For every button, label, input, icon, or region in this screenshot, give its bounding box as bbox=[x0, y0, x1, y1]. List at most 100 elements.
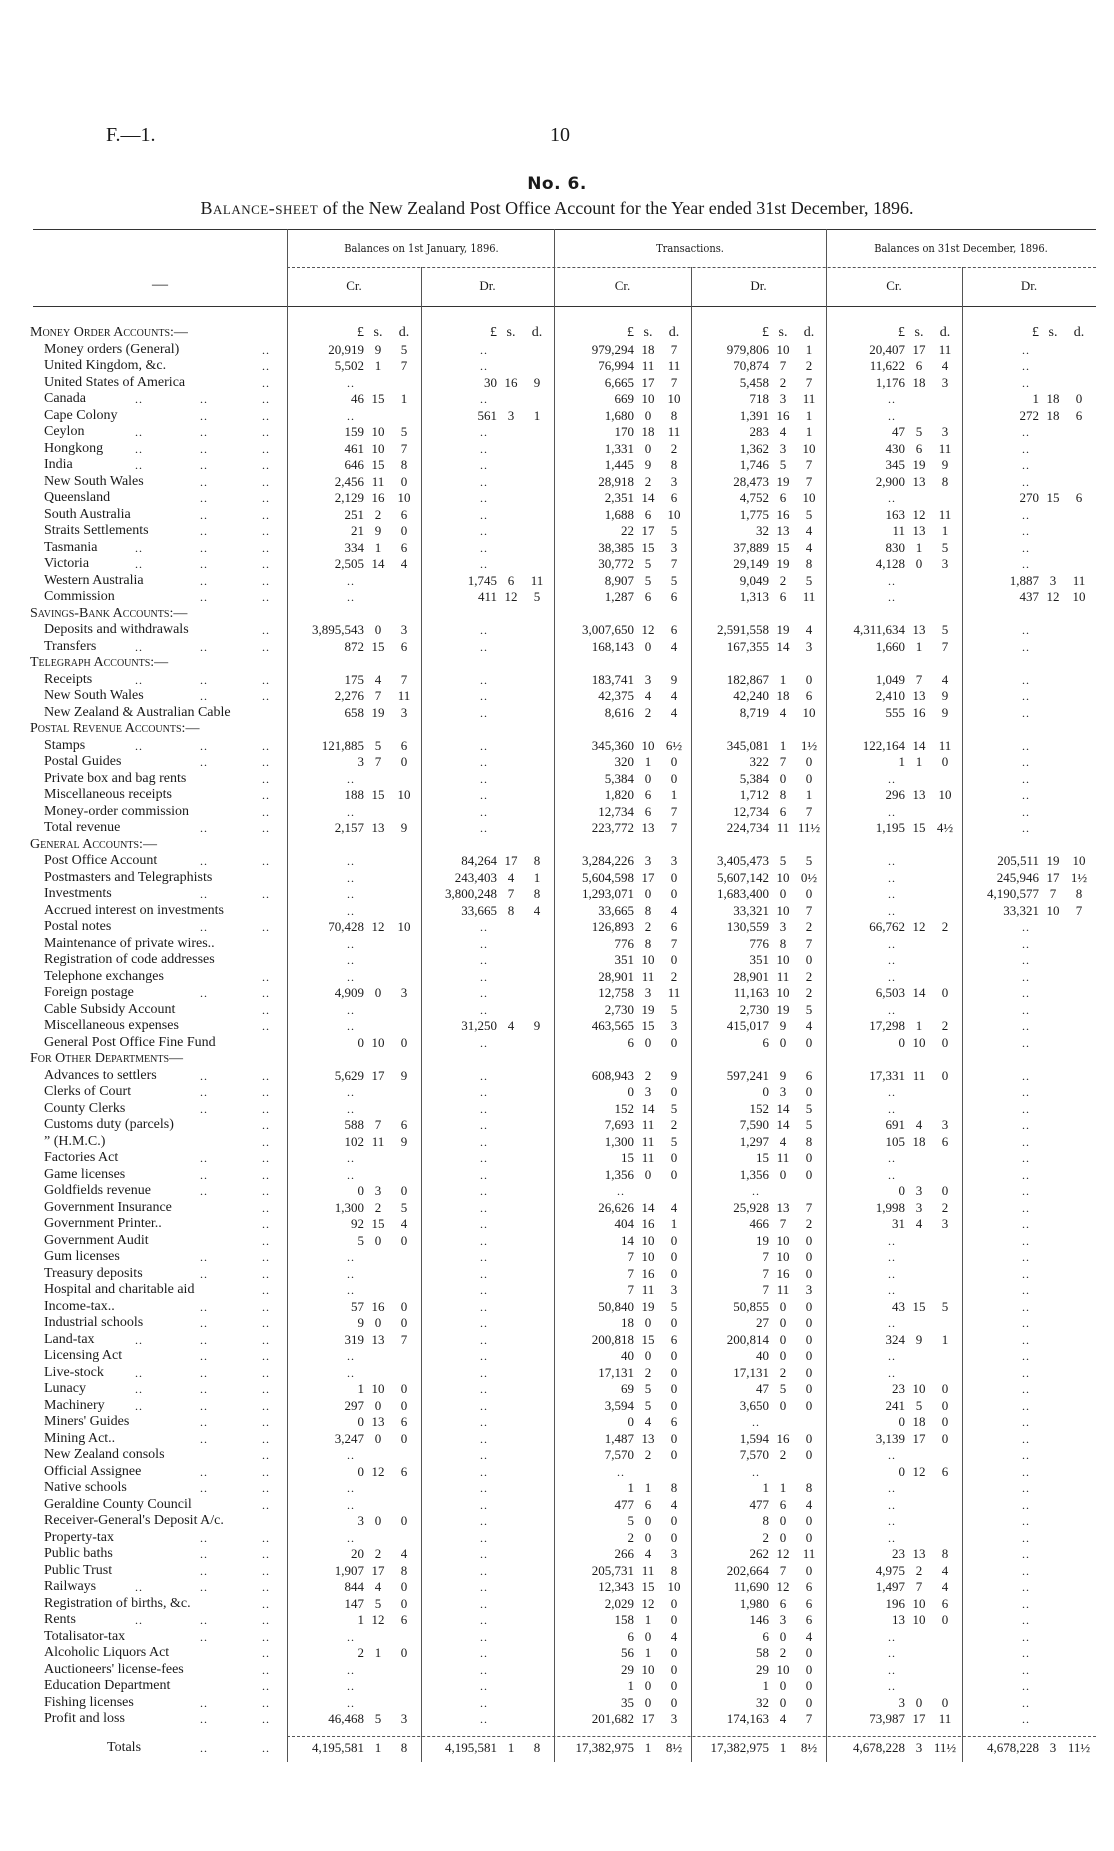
leader-dots: .. bbox=[200, 1563, 208, 1578]
amount-cell: .. bbox=[421, 490, 554, 507]
pounds: 4,195,581 bbox=[445, 1739, 497, 1755]
shillings: 10 bbox=[641, 1232, 655, 1248]
table-row: Ceylon...... 159 10 5.. 170 18 11 283 4 1 47 5 3.. bbox=[0, 424, 1114, 441]
row-label: Goldfields revenue bbox=[44, 1183, 151, 1198]
leader-dots: .. bbox=[262, 392, 270, 406]
shillings: 14 bbox=[776, 638, 790, 654]
pence: 2 bbox=[805, 985, 813, 1000]
pounds: 272 bbox=[1019, 407, 1040, 423]
amount-cell: .. bbox=[421, 919, 554, 936]
pence: 3 bbox=[941, 556, 949, 571]
shillings: 11 bbox=[776, 1150, 790, 1165]
section-header-row: Postal Revenue Accounts:— bbox=[0, 721, 1114, 738]
row-label: Telephone exchanges bbox=[44, 968, 164, 984]
nil-dots: .. bbox=[480, 359, 488, 373]
pence: 2 bbox=[941, 1199, 949, 1215]
amount-cell: .. bbox=[421, 804, 554, 821]
table-row: India...... 646 15 8.. 1,445 9 8 1,746 5 7 345 19 9.… bbox=[0, 457, 1114, 474]
pence: 5 bbox=[670, 1100, 678, 1116]
pence: 10 bbox=[667, 1579, 681, 1594]
row-label: Miscellaneous receipts bbox=[44, 787, 172, 802]
amount-cell: 223,772 13 7 bbox=[554, 820, 691, 837]
shillings: 5 bbox=[915, 1397, 923, 1413]
section-label: Postal Revenue Accounts:— bbox=[30, 721, 200, 736]
shillings: 11 bbox=[371, 1133, 385, 1149]
amount-cell: .. bbox=[421, 738, 554, 755]
amount-cell: 102 11 9 bbox=[287, 1134, 421, 1151]
leader-dots: .. bbox=[135, 441, 143, 456]
amount-cell: .. bbox=[962, 1596, 1096, 1613]
pounds: 15 bbox=[621, 1150, 634, 1165]
column-rule bbox=[287, 229, 288, 1762]
pence: 0 bbox=[805, 1298, 813, 1314]
nil-dots: .. bbox=[480, 804, 488, 819]
unit-pence: d. bbox=[1073, 325, 1085, 340]
amount-cell: 5,502 1 7 bbox=[287, 358, 421, 375]
amount-cell: 56 1 0 bbox=[554, 1645, 691, 1662]
shillings: 18 bbox=[912, 1133, 926, 1149]
table-row: New Zealand consols...... 7,570 2 0 7,570 2 0.… bbox=[0, 1447, 1114, 1464]
amount-cell: 33,321 10 7 bbox=[962, 903, 1096, 920]
amount-cell: 43 15 5 bbox=[826, 1299, 962, 1316]
pence: 0 bbox=[805, 1645, 813, 1660]
amount-cell: .. bbox=[826, 1662, 962, 1679]
amount-cell: 22 17 5 bbox=[554, 523, 691, 540]
pence: 0 bbox=[805, 1694, 813, 1710]
table-number: No. 6. bbox=[527, 174, 587, 194]
pounds: 11,622 bbox=[869, 358, 905, 373]
pence: 1½ bbox=[1070, 869, 1088, 885]
pence: 10 bbox=[802, 490, 816, 505]
nil-dots: .. bbox=[1022, 969, 1030, 984]
amount-cell: .. bbox=[287, 1002, 421, 1019]
amount-cell: 15 11 0 bbox=[554, 1150, 691, 1167]
leader-dots: .. bbox=[262, 804, 270, 819]
unit-pence: d. bbox=[668, 325, 680, 340]
pounds: 102 bbox=[344, 1133, 365, 1149]
amount-cell: .. bbox=[826, 1678, 962, 1695]
shillings: 11 bbox=[641, 1150, 655, 1165]
nil-dots: .. bbox=[1022, 1250, 1030, 1264]
leader-dots: .. bbox=[262, 1167, 270, 1182]
row-label: Cable Subsidy Account bbox=[44, 1001, 176, 1017]
leader-dots: .. bbox=[135, 639, 143, 654]
amount-cell: .. bbox=[962, 1233, 1096, 1250]
amount-cell: 29 10 0 bbox=[691, 1662, 826, 1679]
pence: 9 bbox=[533, 1018, 541, 1033]
leader-dots: .. bbox=[200, 1415, 208, 1429]
leader-dots: .. bbox=[200, 1332, 208, 1347]
amount-cell: 1,980 6 6 bbox=[691, 1596, 826, 1613]
shillings: 3 bbox=[779, 919, 787, 934]
pence: 5 bbox=[400, 1199, 408, 1215]
section-label: Telegraph Accounts:— bbox=[30, 655, 169, 670]
leader-dots: .. bbox=[200, 557, 208, 571]
pounds: 979,294 bbox=[591, 341, 634, 357]
pence: 0 bbox=[941, 1694, 949, 1710]
shillings: 6 bbox=[779, 490, 787, 505]
pounds: 0 bbox=[357, 1414, 365, 1429]
pounds: 47 bbox=[756, 1381, 769, 1396]
amount-cell: .. bbox=[421, 1332, 554, 1349]
pence: 0 bbox=[805, 1430, 813, 1446]
amount-cell: 351 10 0 bbox=[554, 952, 691, 969]
pounds: 170 bbox=[614, 424, 635, 439]
pounds: 0 bbox=[357, 1463, 365, 1479]
pence: 6 bbox=[670, 589, 678, 604]
leader-dots: .. bbox=[262, 1200, 270, 1215]
amount-cell: 42,375 4 4 bbox=[554, 688, 691, 705]
amount-cell: 588 7 6 bbox=[287, 1117, 421, 1134]
pounds: 322 bbox=[749, 754, 770, 769]
amount-cell: .. bbox=[287, 804, 421, 821]
row-label: Live-stock bbox=[44, 1364, 104, 1380]
pounds: 7 bbox=[762, 1282, 770, 1297]
nil-dots: .. bbox=[888, 1101, 896, 1116]
leader-dots: .. bbox=[135, 1613, 143, 1627]
pence: 5 bbox=[941, 1298, 949, 1314]
section-header-row: Savings-Bank Accounts:— bbox=[0, 606, 1114, 623]
leader-dots: .. bbox=[135, 1332, 143, 1347]
amount-cell: 205,511 19 10 bbox=[962, 853, 1096, 870]
amount-cell: .. bbox=[287, 1662, 421, 1679]
amount-cell: .. bbox=[421, 1579, 554, 1596]
pence: 4 bbox=[670, 1496, 678, 1512]
shillings: 4 bbox=[779, 704, 787, 720]
